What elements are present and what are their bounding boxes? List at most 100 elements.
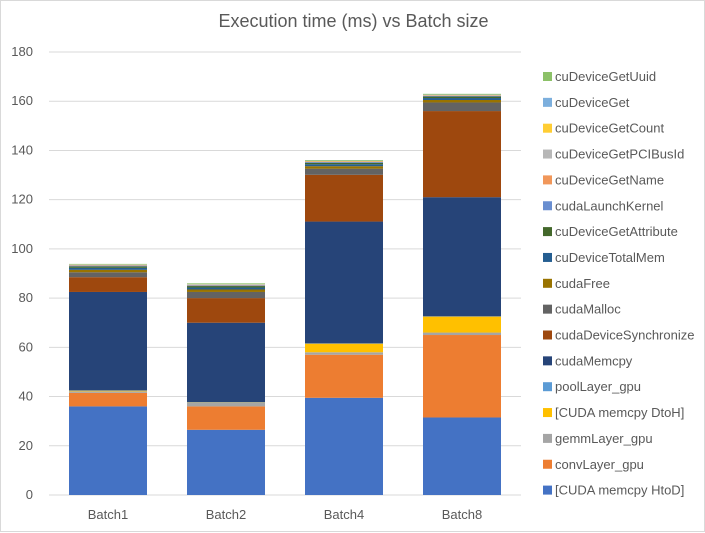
bars-layer (69, 94, 501, 495)
bar-segment (423, 417, 501, 495)
bar-segment (69, 391, 147, 392)
legend-swatch (543, 98, 552, 107)
legend-item: cuDeviceGetCount (543, 121, 664, 136)
bar-segment (187, 323, 265, 402)
y-tick-label: 60 (19, 339, 33, 354)
bar-segment (69, 393, 147, 407)
y-tick-label: 40 (19, 389, 33, 404)
legend-label: cudaMalloc (555, 302, 621, 317)
bar-segment (305, 169, 383, 175)
legend-label: [CUDA memcpy DtoH] (555, 405, 684, 420)
bar-segment (305, 355, 383, 398)
bar-segment (423, 100, 501, 102)
legend-label: cudaFree (555, 276, 610, 291)
legend-label: poolLayer_gpu (555, 379, 641, 394)
legend-swatch (543, 382, 552, 391)
legend-swatch (543, 408, 552, 417)
bar-segment (305, 222, 383, 344)
bar-segment (423, 97, 501, 98)
bar-segment (69, 266, 147, 267)
bar-segment (305, 166, 383, 168)
bar-segment (187, 403, 265, 407)
y-tick-label: 160 (11, 93, 33, 108)
bar-segment (187, 286, 265, 287)
bar-segment (305, 344, 383, 353)
bar-stack-Batch1 (69, 264, 147, 495)
x-tick-label: Batch1 (88, 507, 128, 522)
bar-segment (423, 197, 501, 316)
legend-label: cuDeviceGetUuid (555, 69, 656, 84)
y-tick-label: 80 (19, 290, 33, 305)
bar-segment (69, 268, 147, 270)
bar-stack-Batch8 (423, 94, 501, 495)
legend-label: cuDeviceGetCount (555, 121, 664, 136)
bar-segment (305, 352, 383, 354)
bar-segment (423, 111, 501, 197)
legend-swatch (543, 150, 552, 159)
bar-segment (187, 285, 265, 286)
bar-segment (305, 162, 383, 163)
legend-label: cuDeviceGetName (555, 172, 664, 187)
legend-label: cuDeviceTotalMem (555, 250, 665, 265)
legend-swatch (543, 356, 552, 365)
bar-segment (187, 283, 265, 284)
bar-stack-Batch2 (187, 283, 265, 495)
legend-item: cuDeviceGetUuid (543, 69, 656, 84)
legend-item: poolLayer_gpu (543, 379, 641, 394)
y-tick-label: 0 (26, 487, 33, 502)
legend-swatch (543, 124, 552, 133)
legend-swatch (543, 486, 552, 495)
legend-item: cudaFree (543, 276, 610, 291)
legend-item: cuDeviceGetPCIBusId (543, 147, 684, 162)
legend-item: [CUDA memcpy HtoD] (543, 483, 684, 498)
bar-segment (69, 277, 147, 292)
legend-swatch (543, 434, 552, 443)
bar-segment (69, 272, 147, 277)
bar-segment (423, 335, 501, 417)
legend-item: [CUDA memcpy DtoH] (543, 405, 684, 420)
y-tick-label: 140 (11, 142, 33, 157)
bar-segment (69, 270, 147, 272)
bar-segment (305, 160, 383, 161)
legend-item: cudaLaunchKernel (543, 198, 664, 213)
legend-item: convLayer_gpu (543, 457, 644, 472)
legend-swatch (543, 201, 552, 210)
bar-segment (423, 98, 501, 100)
bar-segment (187, 298, 265, 323)
legend: cuDeviceGetUuid cuDeviceGet cuDeviceGetCou… (543, 69, 694, 498)
x-tick-label: Batch4 (324, 507, 364, 522)
bar-segment (187, 430, 265, 495)
legend-label: cuDeviceGet (555, 95, 630, 110)
bar-segment (187, 288, 265, 290)
legend-swatch (543, 175, 552, 184)
x-tick-label: Batch8 (442, 507, 482, 522)
legend-swatch (543, 305, 552, 314)
bar-segment (305, 398, 383, 495)
legend-item: gemmLayer_gpu (543, 431, 653, 446)
legend-label: cudaMemcpy (555, 353, 633, 368)
bar-segment (423, 94, 501, 95)
legend-item: cudaMalloc (543, 302, 621, 317)
legend-swatch (543, 72, 552, 81)
legend-label: [CUDA memcpy HtoD] (555, 483, 684, 498)
legend-item: cuDeviceGet (543, 95, 630, 110)
y-tick-label: 120 (11, 192, 33, 207)
bar-segment (187, 289, 265, 291)
bar-segment (423, 317, 501, 333)
bar-segment (187, 406, 265, 429)
legend-label: cuDeviceGetAttribute (555, 224, 678, 239)
bar-segment (423, 96, 501, 97)
legend-swatch (543, 253, 552, 262)
bar-segment (305, 163, 383, 164)
legend-item: cuDeviceGetName (543, 172, 664, 187)
bar-segment (187, 292, 265, 298)
y-tick-label: 100 (11, 241, 33, 256)
legend-label: cuDeviceGetPCIBusId (555, 147, 684, 162)
legend-label: gemmLayer_gpu (555, 431, 653, 446)
legend-label: cudaLaunchKernel (555, 198, 664, 213)
legend-item: cudaDeviceSynchronize (543, 328, 694, 343)
